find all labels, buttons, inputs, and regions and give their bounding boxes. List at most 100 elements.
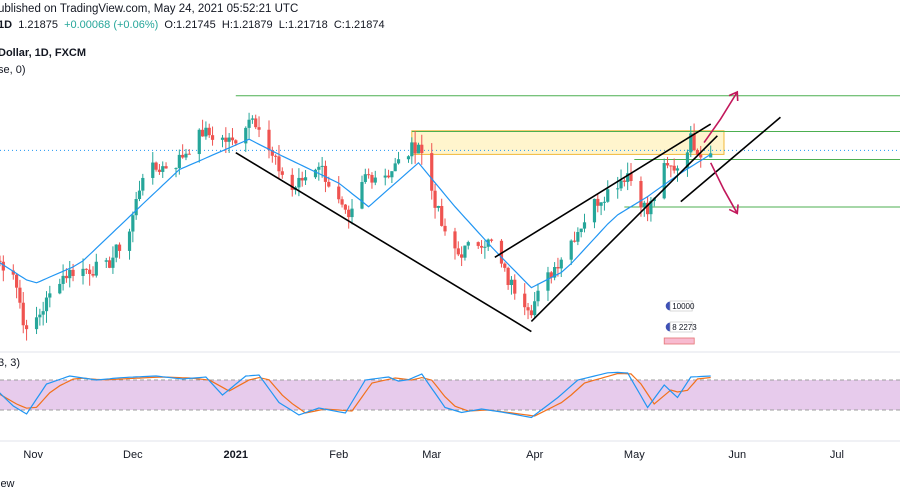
x-tick-label: Nov	[23, 449, 43, 461]
high-value: H:1.21879	[221, 19, 273, 31]
candle-body	[44, 297, 49, 312]
candle-body	[187, 153, 191, 155]
candle-body	[416, 144, 421, 154]
candle-body	[200, 129, 205, 137]
candle-body	[596, 198, 600, 206]
candle-body	[313, 169, 318, 178]
candle-body	[406, 156, 411, 160]
candle-body	[297, 177, 301, 188]
candle-body	[91, 274, 95, 276]
flag-stripe	[663, 337, 695, 345]
x-tick-label: Jul	[830, 449, 844, 461]
candle-body	[154, 162, 158, 170]
candle-body	[141, 177, 145, 191]
candle-body	[58, 283, 62, 294]
candle-body	[367, 174, 371, 176]
candle-body	[303, 177, 308, 181]
stochastic-params: 3, 3)	[0, 357, 21, 369]
candle-body	[453, 231, 457, 249]
projection-arrow-2	[709, 162, 738, 214]
x-tick-label: Apr	[526, 449, 543, 461]
instrument-title: Dollar, 1D, FXCM	[0, 47, 87, 59]
x-tick-label: Dec	[123, 449, 143, 461]
candle-body	[476, 242, 480, 246]
candle-body	[197, 129, 201, 155]
candle-body	[48, 293, 52, 298]
projection-arrowhead-1	[728, 90, 739, 102]
candle-body	[529, 310, 533, 316]
candle-body	[665, 163, 670, 166]
candle-body	[536, 290, 540, 302]
ma-indicator-params: se, 0)	[0, 64, 26, 76]
stochastic-d-line	[0, 372, 711, 417]
candle-body	[34, 317, 39, 330]
flag-value-bottom: 8 2273	[672, 323, 697, 332]
candle-body	[629, 173, 633, 181]
candle-body	[639, 180, 643, 208]
candle-body	[499, 240, 504, 264]
candle-body	[107, 260, 112, 268]
candle-body	[134, 199, 138, 216]
candle-body	[396, 159, 401, 164]
candle-body	[533, 301, 537, 316]
candle-body	[210, 135, 215, 140]
candle-body	[254, 118, 258, 128]
stochastic-band	[0, 380, 900, 410]
candle-body	[393, 163, 397, 172]
candle-body	[131, 215, 135, 232]
interval-label: 1D	[0, 19, 13, 31]
candle-body	[207, 127, 211, 136]
candle-body	[390, 171, 394, 178]
moving-average-line	[0, 138, 712, 289]
trend-line-2	[494, 123, 712, 258]
candle-body	[257, 127, 261, 130]
flag-box-top	[669, 300, 693, 312]
candle-body	[373, 177, 377, 183]
candle-body	[606, 189, 610, 202]
candle-body	[157, 169, 162, 172]
candle-body	[277, 156, 281, 172]
candle-body	[234, 140, 238, 144]
x-tick-label: Mar	[422, 449, 441, 461]
trend-line-3	[530, 135, 718, 322]
candle-body	[523, 293, 527, 308]
candle-body	[649, 201, 653, 215]
candle-body	[111, 257, 115, 268]
candle-body	[343, 204, 347, 210]
candle-body	[181, 154, 185, 158]
candle-body	[526, 307, 530, 311]
candle-body	[337, 186, 341, 200]
candle-body	[71, 269, 75, 276]
candle-body	[227, 137, 231, 142]
candle-body	[250, 118, 254, 120]
close-value: C:1.21874	[333, 19, 385, 31]
candle-body	[669, 165, 673, 167]
candle-body	[161, 166, 165, 172]
projection-arrowhead-2	[728, 204, 739, 215]
candle-body	[104, 260, 108, 262]
projection-arrow-1	[703, 91, 738, 144]
candle-body	[244, 127, 248, 144]
candle-body	[576, 232, 580, 242]
candle-body	[503, 263, 507, 268]
candle-body	[15, 274, 19, 288]
candle-body	[383, 175, 387, 178]
resistance-zone	[411, 130, 725, 155]
candle-body	[1, 261, 5, 271]
candle-body	[61, 275, 65, 284]
x-tick-label: 2021	[224, 449, 248, 461]
candle-body	[174, 168, 178, 170]
candle-body	[370, 175, 374, 183]
candle-body	[556, 267, 560, 269]
candle-body	[582, 222, 587, 229]
price-change: +0.00068 (+0.06%)	[64, 19, 159, 31]
candle-body	[323, 165, 328, 182]
x-tick-label: May	[624, 449, 645, 461]
candle-body	[114, 244, 118, 258]
candle-body	[184, 153, 188, 158]
candle-body	[204, 127, 208, 137]
candle-body	[709, 153, 713, 158]
candle-body	[689, 133, 693, 153]
